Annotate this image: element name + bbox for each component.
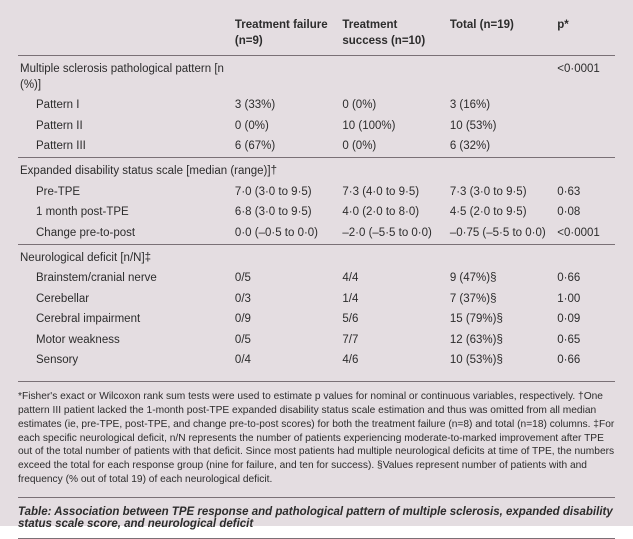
- table-caption: Table: Association between TPE response …: [18, 497, 615, 539]
- table-row: Cerebellar 0/3 1/4 7 (37%)§ 1·00: [18, 289, 615, 310]
- table-row: Pattern I 3 (33%) 0 (0%) 3 (16%): [18, 96, 615, 117]
- caption-rest: Association between TPE response and pat…: [18, 506, 613, 530]
- col-treatment-failure: Treatment failure (n=9): [233, 14, 340, 56]
- table-row: Cerebral impairment 0/9 5/6 15 (79%)§ 0·…: [18, 310, 615, 331]
- table-panel: Treatment failure (n=9) Treatment succes…: [0, 0, 633, 526]
- section-header: Expanded disability status scale [median…: [18, 158, 615, 183]
- table-row: Brainstem/cranial nerve 0/5 4/4 9 (47%)§…: [18, 269, 615, 290]
- table-row: Sensory 0/4 4/6 10 (53%)§ 0·66: [18, 351, 615, 372]
- table-row: Pattern III 6 (67%) 0 (0%) 6 (32%): [18, 137, 615, 158]
- table-footnote: *Fisher's exact or Wilcoxon rank sum tes…: [18, 381, 615, 486]
- section-header: Multiple sclerosis pathological pattern …: [18, 56, 233, 96]
- ms-p-overall: <0·0001: [555, 56, 615, 96]
- section-neuro: Neurological deficit [n/N]‡ Brainstem/cr…: [18, 244, 615, 371]
- table-row: Pre-TPE 7·0 (3·0 to 9·5) 7·3 (4·0 to 9·5…: [18, 182, 615, 203]
- section-ms: Multiple sclerosis pathological pattern …: [18, 56, 615, 158]
- table-row: Pattern II 0 (0%) 10 (100%) 10 (53%): [18, 116, 615, 137]
- table-row: Motor weakness 0/5 7/7 12 (63%)§ 0·65: [18, 330, 615, 351]
- table-row: 1 month post-TPE 6·8 (3·0 to 9·5) 4·0 (2…: [18, 203, 615, 224]
- section-header: Neurological deficit [n/N]‡: [18, 244, 615, 269]
- table-row: Change pre-to-post 0·0 (–0·5 to 0·0) –2·…: [18, 223, 615, 244]
- data-table: Treatment failure (n=9) Treatment succes…: [18, 14, 615, 371]
- section-edss: Expanded disability status scale [median…: [18, 158, 615, 245]
- col-total: Total (n=19): [448, 14, 555, 56]
- col-p: p*: [555, 14, 615, 56]
- col-treatment-success: Treatment success (n=10): [340, 14, 447, 56]
- caption-lead: Table:: [18, 506, 51, 518]
